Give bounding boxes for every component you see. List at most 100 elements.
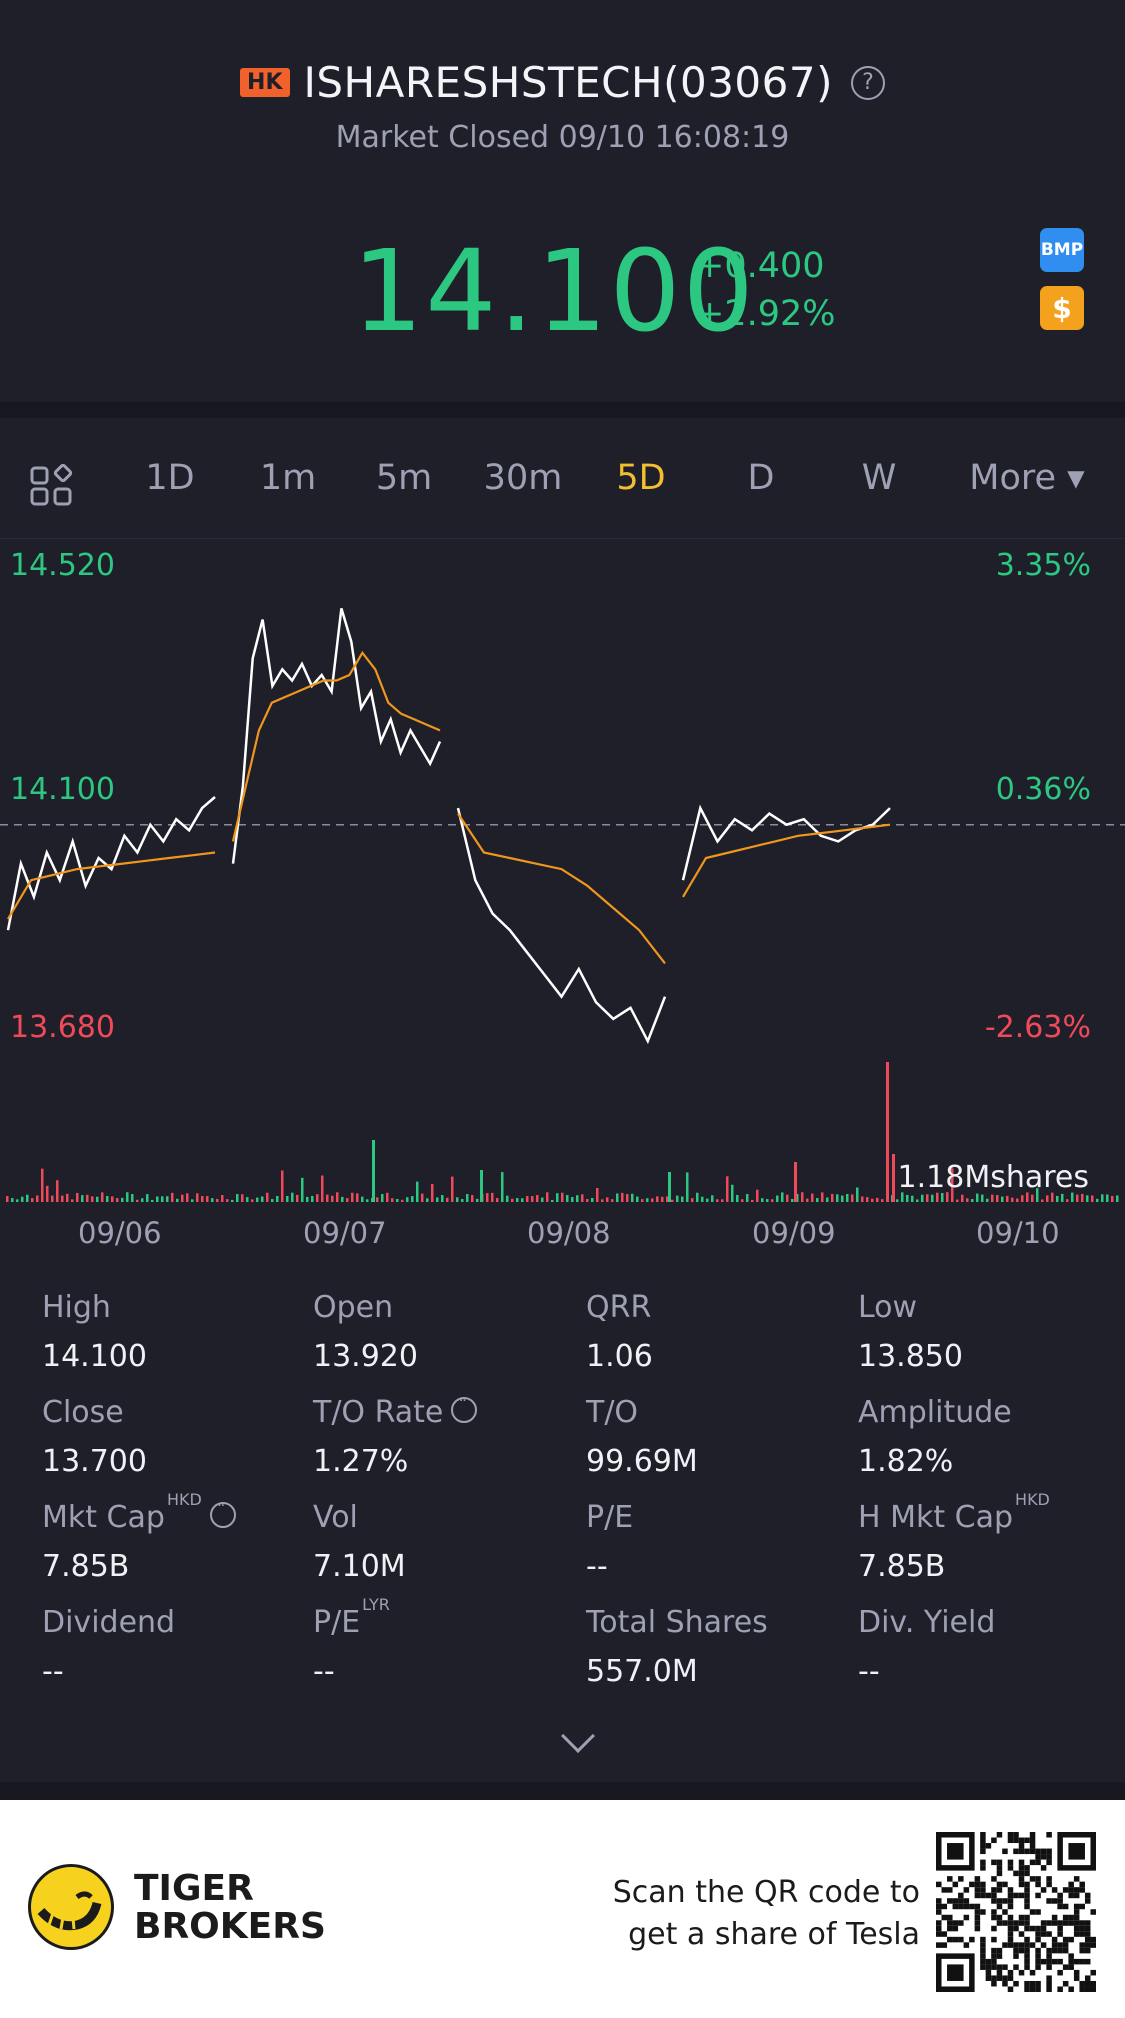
volume-bar (372, 1140, 375, 1202)
volume-bar (741, 1199, 744, 1202)
more-info-icon[interactable] (209, 1498, 236, 1528)
volume-bar (431, 1183, 434, 1202)
volume-bar (991, 1194, 994, 1202)
expand-chevron-icon[interactable] (561, 1719, 595, 1753)
volume-bar (816, 1198, 819, 1202)
stat-label: High (42, 1290, 111, 1325)
stat-value: -- (313, 1654, 335, 1689)
volume-bar (776, 1195, 779, 1202)
volume-bar (176, 1198, 179, 1202)
stock-title: ISHARESHSTECH(03067) (303, 58, 833, 107)
volume-bar (571, 1197, 574, 1202)
volume-bar (106, 1196, 109, 1202)
volume-bar (601, 1199, 604, 1202)
volume-bar (731, 1184, 734, 1202)
volume-bar (491, 1192, 494, 1202)
grid-layout-icon[interactable] (30, 464, 74, 508)
volume-bar (306, 1196, 309, 1202)
volume-bar (296, 1194, 299, 1202)
volume-bar (826, 1197, 829, 1202)
tab-5m[interactable]: 5m (375, 458, 433, 498)
market-status: Market Closed 09/10 16:08:19 (335, 120, 790, 155)
stat-value: 7.85B (42, 1549, 130, 1584)
tab-5d[interactable]: 5D (616, 458, 666, 498)
volume-bar (591, 1197, 594, 1202)
intraday-chart[interactable]: 14.520 14.100 13.680 3.35% 0.36% -2.63% … (0, 540, 1125, 1250)
volume-bar (516, 1198, 519, 1202)
more-info-icon[interactable] (451, 1393, 478, 1423)
volume-bar (121, 1197, 124, 1202)
volume-bar (851, 1194, 854, 1202)
stat-label: Close (42, 1395, 124, 1430)
brand-name: TIGER BROKERS (134, 1868, 326, 1947)
tab-more[interactable]: More ▾ (969, 458, 1085, 498)
volume-label: 1.18Mshares (897, 1160, 1089, 1195)
stat-label: T/O (586, 1395, 639, 1430)
stat-value: 7.85B (858, 1549, 946, 1584)
chart-canvas (0, 608, 1125, 1202)
price-line (456, 807, 667, 1045)
volume-bar (721, 1199, 724, 1202)
volume-bar (201, 1196, 204, 1202)
volume-bar (281, 1170, 284, 1202)
volume-bar (1096, 1198, 1099, 1202)
volume-bar (16, 1199, 19, 1202)
tab-30m[interactable]: 30m (483, 458, 563, 498)
stat-item[interactable]: Mkt CapHKD 7.85B (42, 1490, 302, 1584)
divider (0, 402, 1125, 418)
volume-bar (866, 1197, 869, 1202)
stat-value: 7.10M (313, 1549, 406, 1584)
bmp-icon[interactable]: BMP (1040, 228, 1084, 272)
volume-bar (56, 1180, 59, 1202)
volume-bar (46, 1185, 49, 1202)
volume-bar (626, 1194, 629, 1202)
volume-bar (761, 1198, 764, 1202)
dollar-icon[interactable]: $ (1040, 286, 1084, 330)
price-change-percent: +2.92% (695, 294, 836, 334)
volume-bar (61, 1195, 64, 1202)
volume-bar (501, 1172, 504, 1202)
tab-week[interactable]: W (861, 458, 897, 498)
volume-bar (96, 1196, 99, 1202)
volume-bar (726, 1176, 729, 1202)
stat-value: 1.82% (858, 1444, 954, 1479)
volume-bar (486, 1193, 489, 1202)
volume-bar (611, 1199, 614, 1202)
volume-bar (91, 1196, 94, 1202)
volume-bar (796, 1193, 799, 1202)
volume-bar (456, 1197, 459, 1202)
volume-bar (981, 1194, 984, 1202)
volume-bar (86, 1194, 89, 1202)
volume-bar (466, 1194, 469, 1202)
stat-value: -- (42, 1654, 64, 1689)
volume-bar (276, 1196, 279, 1202)
volume-bar (186, 1193, 189, 1202)
volume-bar (986, 1198, 989, 1202)
volume-bar (711, 1195, 714, 1202)
volume-bar (671, 1199, 674, 1202)
stat-item[interactable]: T/O Rate 1.27% (313, 1393, 573, 1479)
help-icon[interactable]: ? (850, 65, 885, 100)
volume-bar (261, 1196, 264, 1202)
volume-bar (596, 1188, 599, 1202)
volume-bar (286, 1196, 289, 1202)
volume-bar (911, 1195, 914, 1202)
tab-day[interactable]: D (747, 458, 775, 498)
volume-bar (976, 1193, 979, 1202)
stat-value: 14.100 (42, 1339, 147, 1374)
quote-header: HK ISHARESHSTECH(03067) ? Market Closed … (0, 0, 1125, 402)
x-tick-label: 09/09 (752, 1216, 836, 1250)
period-tabs: 1D 1m 5m 30m 5D D W More ▾ (0, 418, 1125, 539)
volume-bar (636, 1196, 639, 1202)
volume-bar (146, 1194, 149, 1202)
tab-1d[interactable]: 1D (145, 458, 195, 498)
qr-code-icon[interactable] (936, 1832, 1096, 1992)
volume-bar (451, 1176, 454, 1202)
stat-value: 557.0M (586, 1654, 698, 1689)
stat-item: Vol 7.10M (313, 1500, 573, 1584)
tab-1m[interactable]: 1m (259, 458, 317, 498)
stat-value: -- (858, 1654, 880, 1689)
title-row: HK ISHARESHSTECH(03067) ? (0, 58, 1125, 107)
volume-bar (156, 1196, 159, 1202)
volume-bar (668, 1172, 671, 1202)
